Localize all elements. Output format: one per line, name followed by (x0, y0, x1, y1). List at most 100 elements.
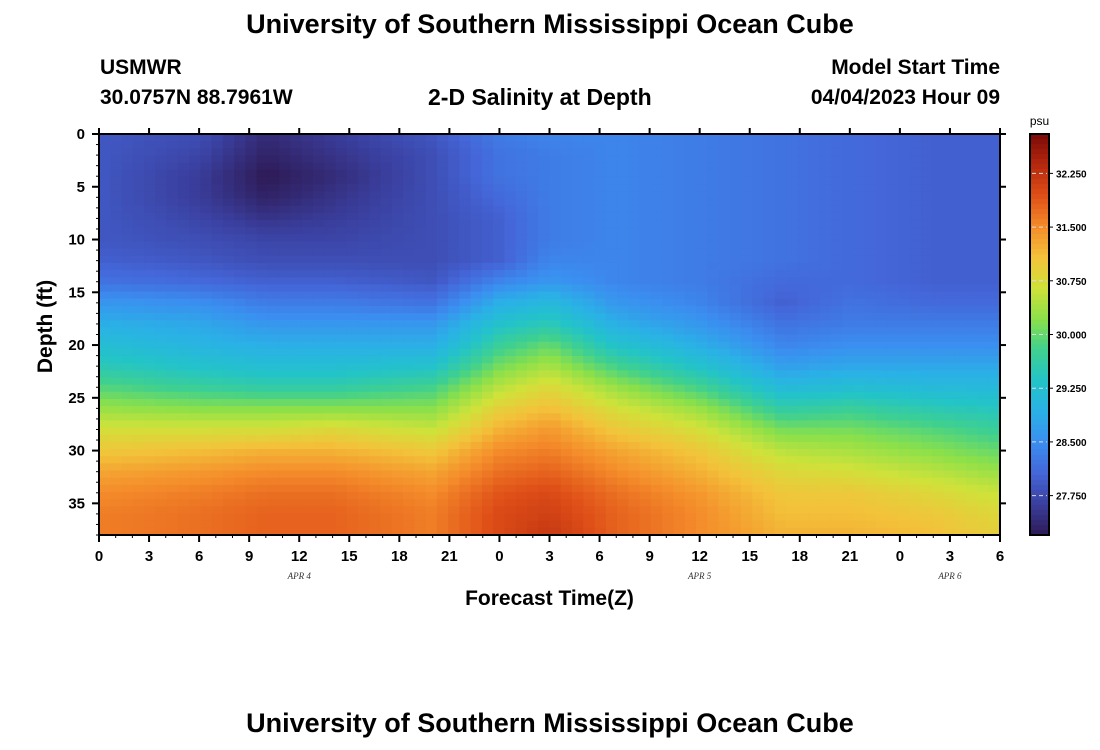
heatmap-cell (346, 477, 359, 486)
heatmap-cell (200, 134, 213, 142)
heatmap-cell (695, 162, 708, 171)
heatmap-cell (572, 255, 584, 264)
heatmap-cell (639, 255, 652, 264)
heatmap-cell (515, 270, 528, 278)
heatmap-cell (515, 191, 528, 200)
heatmap-cell (481, 384, 494, 393)
heatmap-cell (898, 212, 911, 221)
heatmap-cell (155, 219, 168, 228)
heatmap-cell (639, 492, 652, 500)
heatmap-cell (200, 234, 213, 243)
heatmap-cell (515, 198, 528, 207)
heatmap-cell (853, 413, 866, 422)
heatmap-cell (718, 176, 731, 185)
heatmap-cell (526, 513, 539, 522)
heatmap-cell (797, 227, 810, 235)
heatmap-cell (617, 484, 629, 493)
heatmap-cell (943, 176, 956, 185)
heatmap-cell (301, 169, 314, 178)
heatmap-cell (707, 520, 720, 529)
heatmap-cell (617, 506, 629, 515)
heatmap-cell (639, 284, 652, 293)
heatmap-cell (605, 413, 618, 422)
y-tick-label: 35 (68, 495, 85, 512)
heatmap-cell (650, 492, 663, 500)
x-tick-label: 6 (996, 548, 1004, 565)
heatmap-cell (267, 162, 280, 171)
colorbar-segment (1030, 369, 1049, 376)
heatmap-cell (943, 219, 956, 228)
heatmap-cell (887, 134, 900, 142)
heatmap-cell (707, 148, 720, 157)
heatmap-cell (988, 477, 1001, 486)
heatmap-cell (312, 155, 325, 164)
heatmap-cell (831, 191, 843, 200)
heatmap-cell (425, 341, 438, 350)
heatmap-cell (493, 398, 506, 407)
heatmap-cell (121, 305, 134, 314)
heatmap-cell (954, 449, 967, 457)
heatmap-cell (549, 320, 562, 328)
heatmap-cell (267, 499, 280, 507)
heatmap-cell (425, 492, 438, 500)
heatmap-cell (436, 262, 449, 271)
heatmap-cell (200, 355, 213, 364)
heatmap-cell (921, 477, 934, 486)
heatmap-cell (155, 291, 168, 300)
colorbar-segment (1030, 409, 1049, 416)
heatmap-cell (155, 176, 168, 185)
heatmap-cell (605, 434, 618, 443)
heatmap-cell (797, 398, 810, 407)
heatmap-cell (977, 513, 990, 522)
heatmap-cell (110, 527, 123, 536)
heatmap-cell (909, 219, 922, 228)
heatmap-cell (650, 148, 663, 157)
heatmap-cell (538, 513, 551, 522)
heatmap-cell (110, 169, 123, 178)
heatmap-cell (99, 219, 111, 228)
heatmap-cell (155, 262, 168, 271)
heatmap-cell (99, 377, 111, 386)
heatmap-cell (234, 499, 247, 507)
heatmap-cell (391, 527, 404, 536)
heatmap-cell (853, 255, 866, 264)
heatmap-cell (774, 327, 787, 336)
colorbar-segment (1030, 144, 1049, 150)
heatmap-cell (763, 370, 776, 379)
heatmap-cell (887, 176, 900, 185)
heatmap-cell (391, 248, 404, 257)
heatmap-cell (887, 398, 900, 407)
heatmap-cell (290, 377, 303, 386)
heatmap-cell (909, 370, 922, 379)
heatmap-cell (110, 434, 123, 443)
heatmap-cell (954, 320, 967, 328)
heatmap-cell (887, 506, 900, 515)
heatmap-cell (470, 420, 483, 429)
heatmap-cell (144, 219, 156, 228)
heatmap-cell (436, 420, 449, 429)
heatmap-cell (673, 248, 686, 257)
heatmap-cell (594, 176, 607, 185)
heatmap-cell (414, 198, 427, 207)
heatmap-cell (312, 176, 325, 185)
heatmap-cell (110, 134, 123, 142)
heatmap-cell (673, 370, 686, 379)
heatmap-cell (301, 191, 314, 200)
heatmap-cell (797, 234, 810, 243)
heatmap-cell (189, 463, 201, 472)
heatmap-cell (448, 492, 460, 500)
heatmap-cell (707, 363, 720, 371)
heatmap-cell (988, 492, 1001, 500)
heatmap-cell (279, 212, 292, 221)
heatmap-cell (966, 320, 979, 328)
heatmap-cell (267, 398, 280, 407)
heatmap-cell (335, 334, 348, 343)
heatmap-cell (864, 298, 877, 307)
heatmap-cell (110, 384, 123, 393)
heatmap-cell (110, 441, 123, 450)
heatmap-cell (324, 355, 337, 364)
heatmap-cell (312, 284, 325, 293)
heatmap-cell (842, 413, 855, 422)
colorbar-segment (1030, 149, 1049, 155)
